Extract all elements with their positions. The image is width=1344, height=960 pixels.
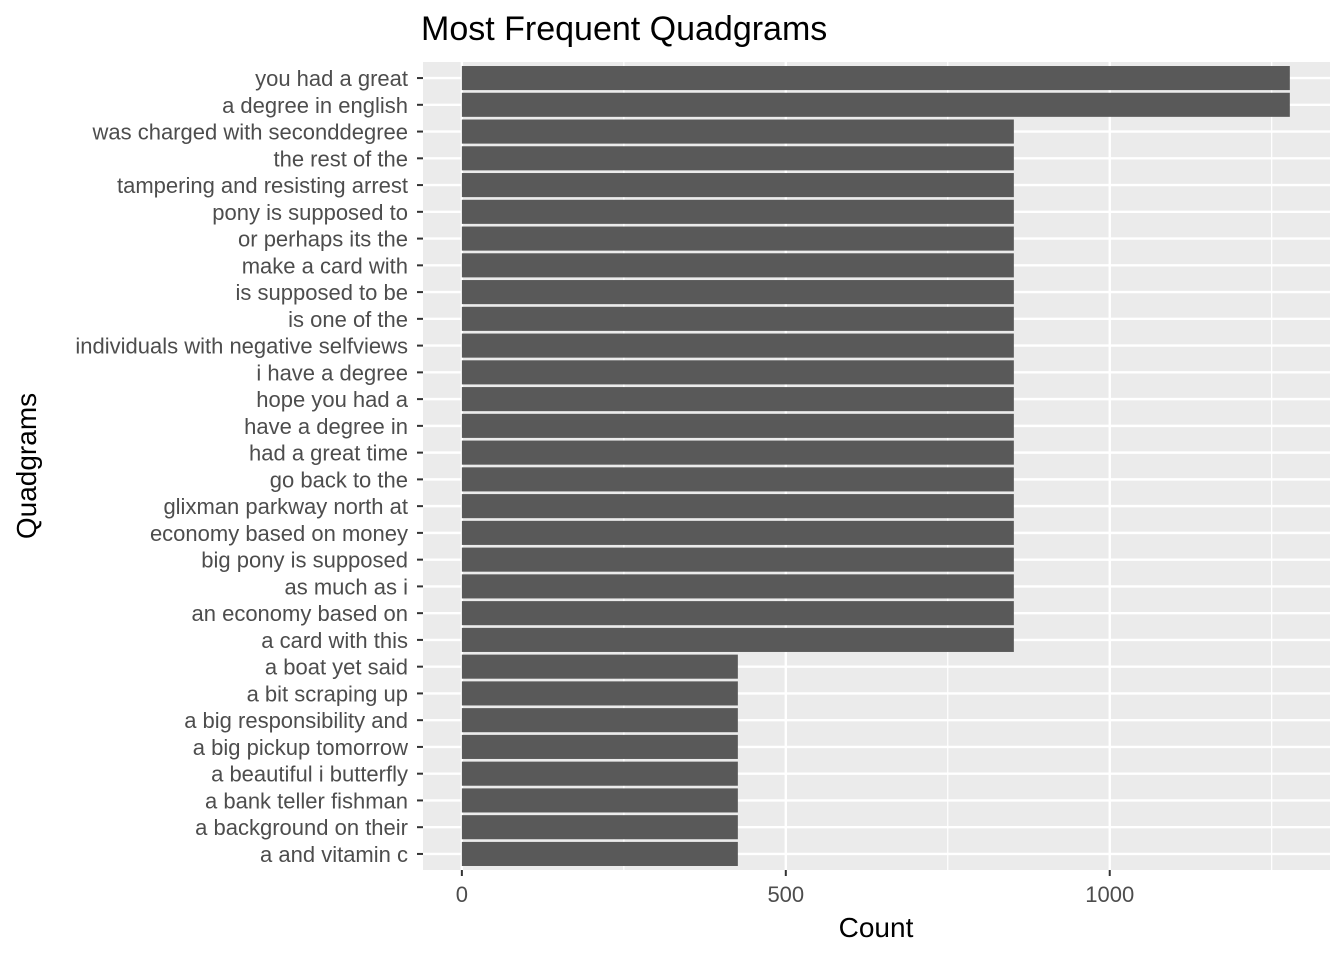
- y-tick-label: a card with this: [261, 628, 408, 653]
- y-tick-label: individuals with negative selfviews: [75, 334, 408, 359]
- bar: [461, 601, 1014, 626]
- y-tick-label: is one of the: [288, 307, 408, 332]
- y-tick-label: a bit scraping up: [247, 681, 408, 706]
- bar: [461, 360, 1014, 385]
- y-tick-label: a bank teller fishman: [205, 788, 408, 813]
- bar: [461, 146, 1014, 171]
- bar: [461, 440, 1014, 465]
- bar: [461, 654, 738, 679]
- y-tick-label: is supposed to be: [236, 280, 408, 305]
- bar: [461, 387, 1014, 412]
- y-tick-label: you had a great: [255, 66, 408, 91]
- y-axis-title: Quadgrams: [11, 393, 42, 539]
- y-tick-label: hope you had a: [256, 387, 408, 412]
- y-tick-label: make a card with: [242, 253, 408, 278]
- bar: [461, 574, 1014, 599]
- y-tick-label: a background on their: [195, 815, 408, 840]
- y-tick-label: tampering and resisting arrest: [117, 173, 408, 198]
- y-tick-label: have a degree in: [244, 414, 408, 439]
- bar: [461, 119, 1014, 144]
- bar: [461, 627, 1014, 652]
- y-tick-label: glixman parkway north at: [163, 494, 408, 519]
- bar: [461, 280, 1014, 305]
- x-axis: 0 500 1000: [456, 870, 1134, 907]
- y-tick-label: a degree in english: [222, 93, 408, 118]
- y-tick-label: a big pickup tomorrow: [193, 735, 408, 760]
- bar: [461, 467, 1014, 492]
- chart-title: Most Frequent Quadgrams: [421, 10, 827, 48]
- y-tick-label: economy based on money: [150, 521, 408, 546]
- bar: [461, 306, 1014, 331]
- y-tick-label: a big responsibility and: [184, 708, 408, 733]
- bar: [461, 708, 738, 733]
- y-tick-label: pony is supposed to: [212, 200, 408, 225]
- bar: [461, 788, 738, 813]
- y-tick-label: as much as i: [285, 574, 409, 599]
- y-tick-label: big pony is supposed: [201, 548, 408, 573]
- bar: [461, 520, 1014, 545]
- bar: [461, 494, 1014, 519]
- y-tick-label: or perhaps its the: [238, 227, 408, 252]
- y-tick-label: the rest of the: [273, 146, 408, 171]
- bar: [461, 815, 738, 840]
- bar: [461, 92, 1290, 117]
- y-tick-label: had a great time: [249, 441, 408, 466]
- y-tick-label: an economy based on: [192, 601, 409, 626]
- bar: [461, 66, 1290, 91]
- x-axis-title: Count: [839, 912, 914, 943]
- y-tick-label: a boat yet said: [265, 655, 408, 680]
- bar: [461, 253, 1014, 278]
- bar: [461, 734, 738, 759]
- x-tick-label: 1000: [1085, 882, 1134, 907]
- bar: [461, 547, 1014, 572]
- x-tick-label: 0: [456, 882, 468, 907]
- bar: [461, 226, 1014, 251]
- bar: [461, 841, 738, 866]
- bars: [461, 66, 1290, 866]
- y-tick-label: i have a degree: [256, 360, 408, 385]
- bar: [461, 761, 738, 786]
- y-tick-label: was charged with seconddegree: [91, 120, 408, 145]
- y-tick-label: go back to the: [270, 467, 408, 492]
- bar: [461, 173, 1014, 198]
- bar: [461, 199, 1014, 224]
- y-tick-label: a and vitamin c: [260, 842, 408, 867]
- x-tick-label: 500: [767, 882, 804, 907]
- bar: [461, 681, 738, 706]
- bar: [461, 413, 1014, 438]
- bar: [461, 333, 1014, 358]
- y-tick-label: a beautiful i butterfly: [211, 762, 408, 787]
